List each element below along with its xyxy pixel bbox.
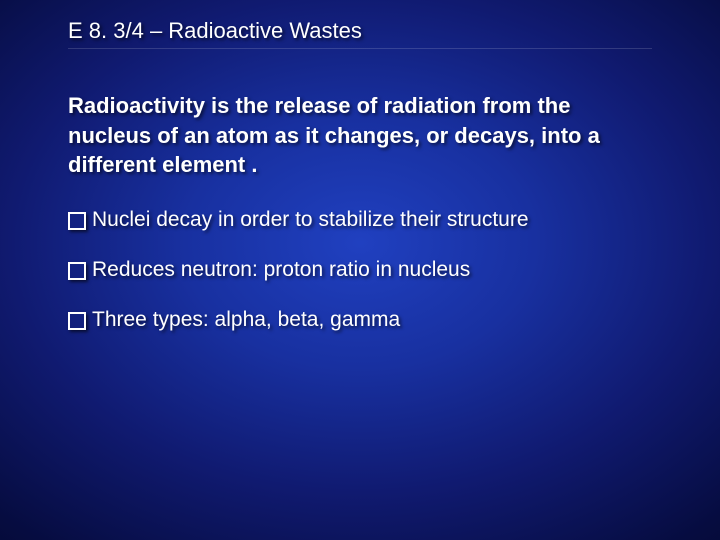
definition-paragraph: Radioactivity is the release of radiatio… [68, 91, 652, 180]
bullet-item: Three types: alpha, beta, gamma [68, 308, 652, 332]
bullet-text: Reduces neutron: proton ratio in nucleus [92, 258, 470, 282]
square-bullet-icon [68, 312, 86, 330]
square-bullet-icon [68, 212, 86, 230]
bullet-text: Nuclei decay in order to stabilize their… [92, 208, 529, 232]
slide: E 8. 3/4 – Radioactive Wastes Radioactiv… [0, 0, 720, 540]
bullet-item: Reduces neutron: proton ratio in nucleus [68, 258, 652, 282]
square-bullet-icon [68, 262, 86, 280]
bullet-item: Nuclei decay in order to stabilize their… [68, 208, 652, 232]
slide-title: E 8. 3/4 – Radioactive Wastes [68, 18, 652, 49]
bullet-text: Three types: alpha, beta, gamma [92, 308, 400, 332]
